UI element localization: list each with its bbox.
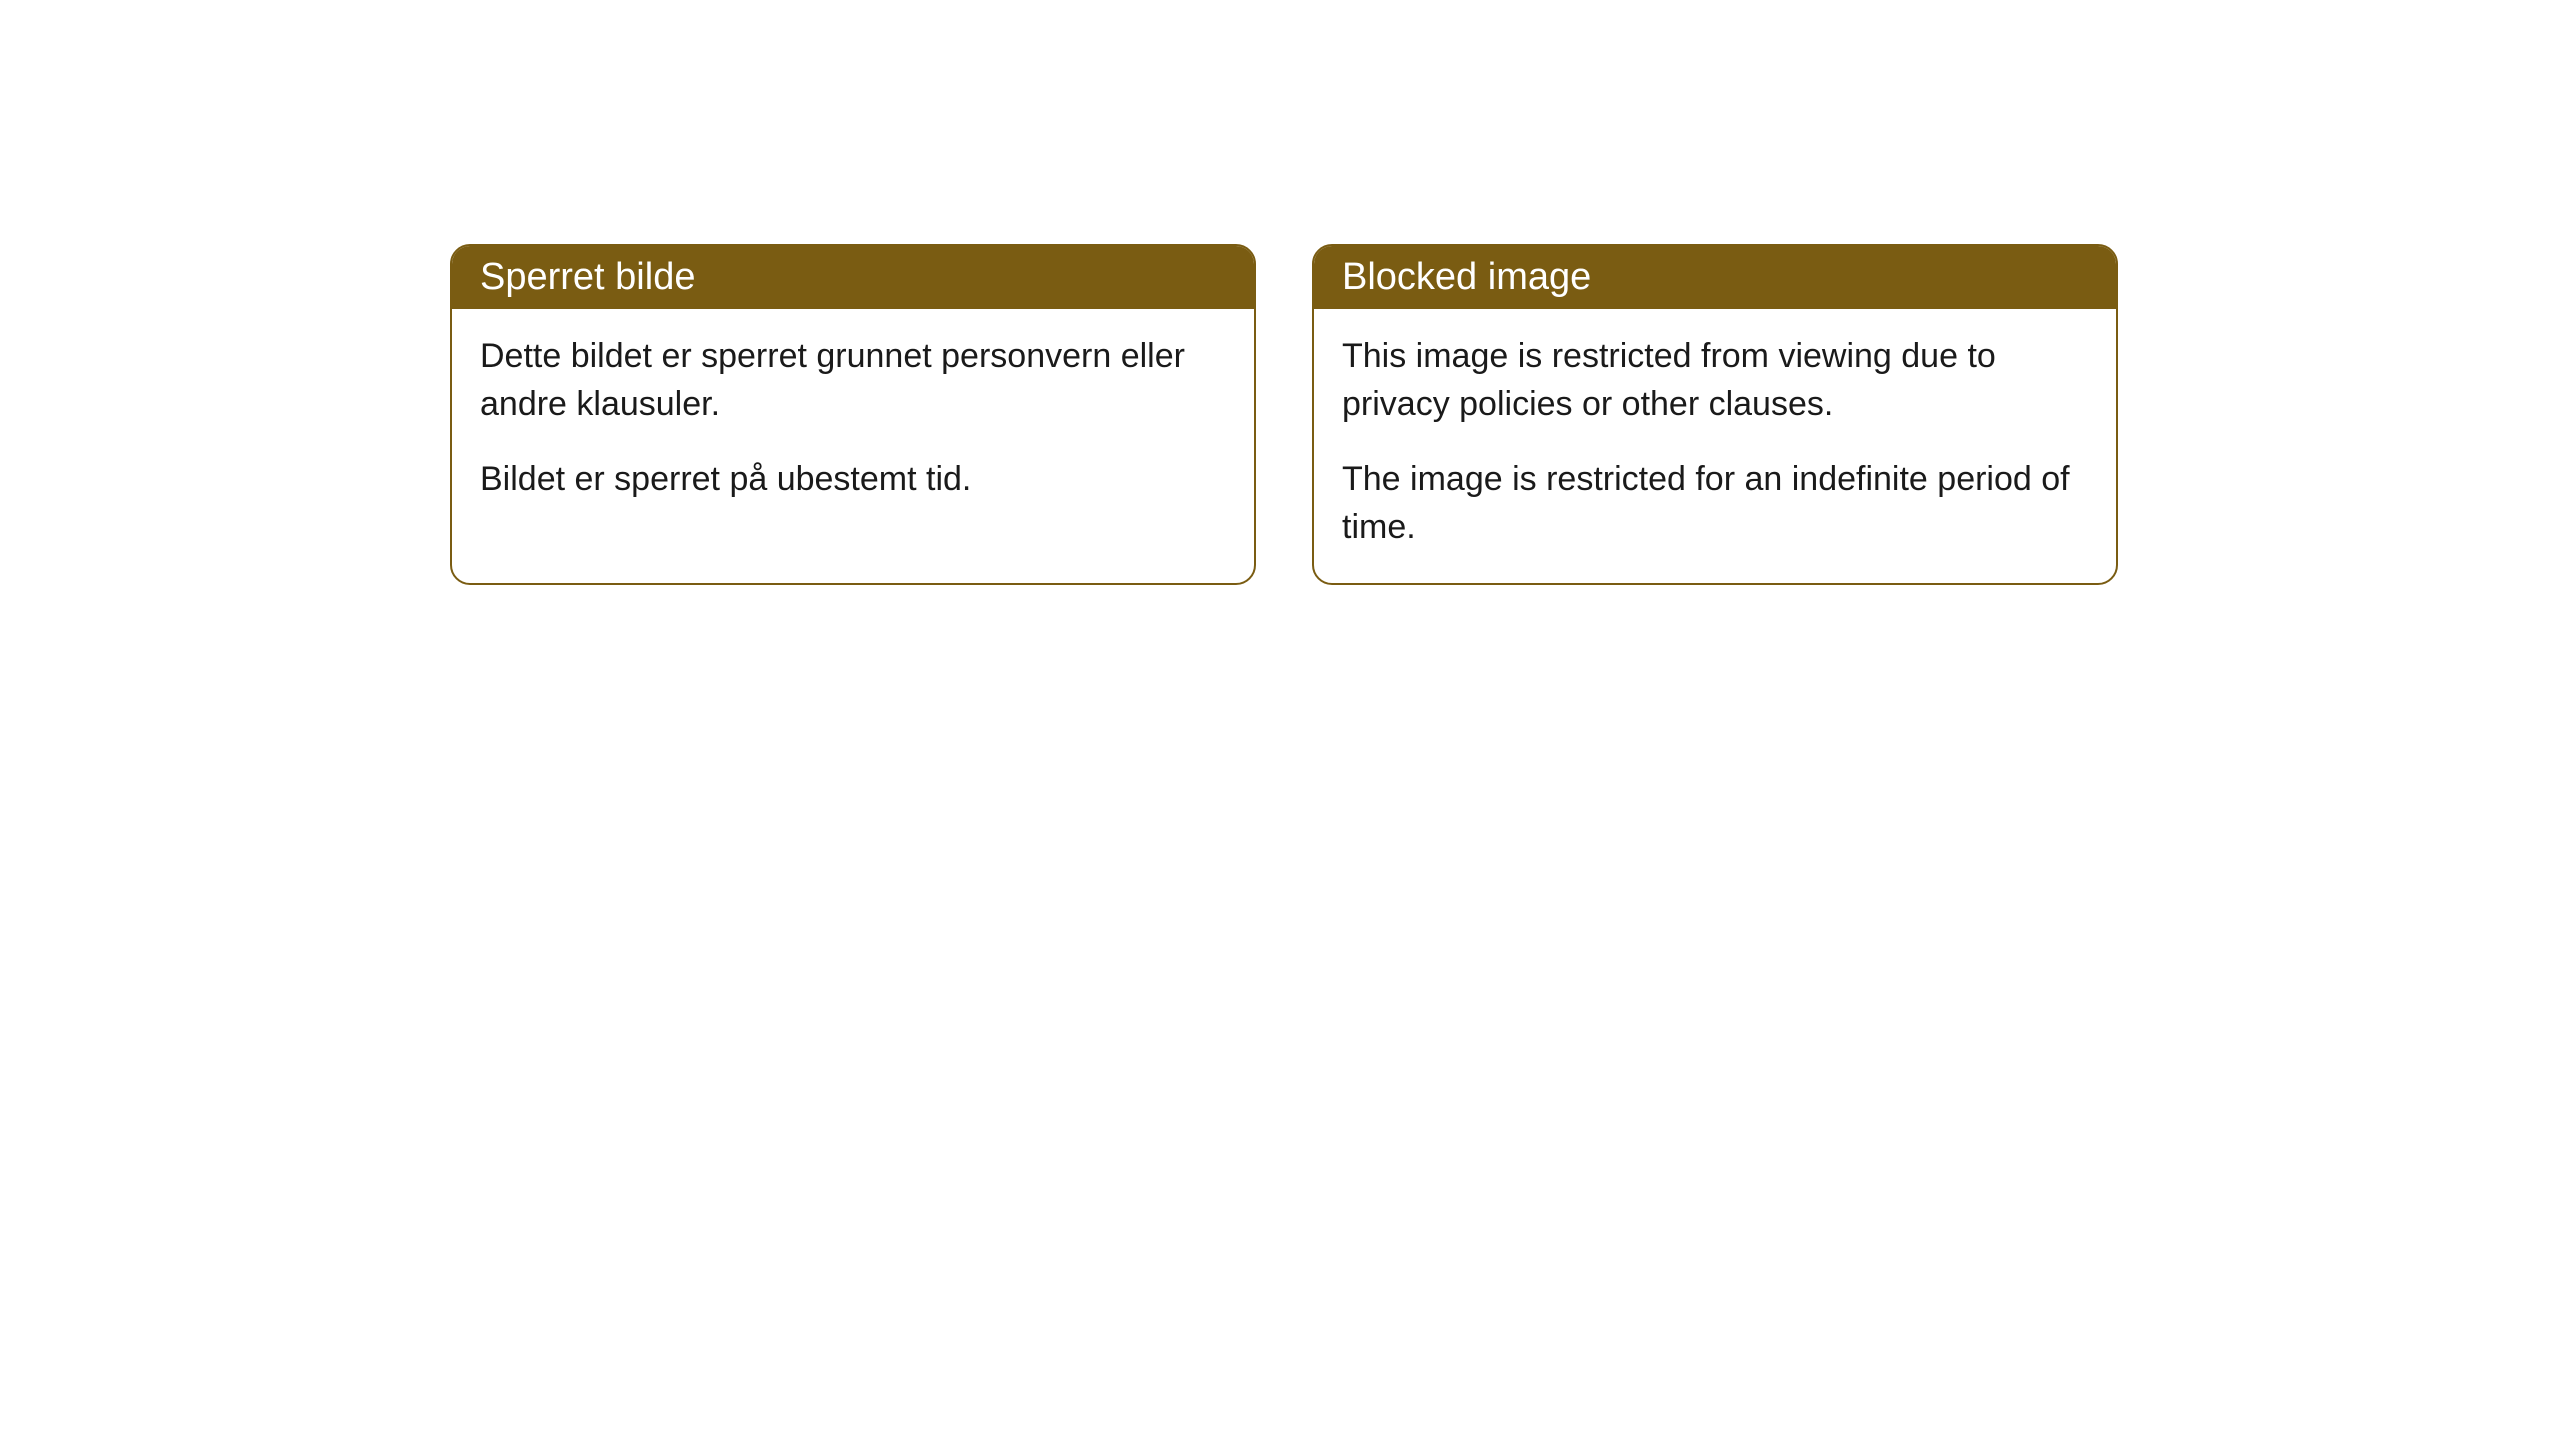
card-paragraph: Dette bildet er sperret grunnet personve… xyxy=(480,333,1226,428)
card-norwegian: Sperret bilde Dette bildet er sperret gr… xyxy=(450,244,1256,585)
card-paragraph: Bildet er sperret på ubestemt tid. xyxy=(480,456,1226,504)
card-body-norwegian: Dette bildet er sperret grunnet personve… xyxy=(452,309,1254,536)
card-english: Blocked image This image is restricted f… xyxy=(1312,244,2118,585)
card-paragraph: The image is restricted for an indefinit… xyxy=(1342,456,2088,551)
card-body-english: This image is restricted from viewing du… xyxy=(1314,309,2116,583)
card-title-norwegian: Sperret bilde xyxy=(480,256,695,298)
card-header-norwegian: Sperret bilde xyxy=(452,246,1254,309)
card-paragraph: This image is restricted from viewing du… xyxy=(1342,333,2088,428)
card-header-english: Blocked image xyxy=(1314,246,2116,309)
card-title-english: Blocked image xyxy=(1342,256,1591,298)
cards-container: Sperret bilde Dette bildet er sperret gr… xyxy=(450,244,2118,585)
